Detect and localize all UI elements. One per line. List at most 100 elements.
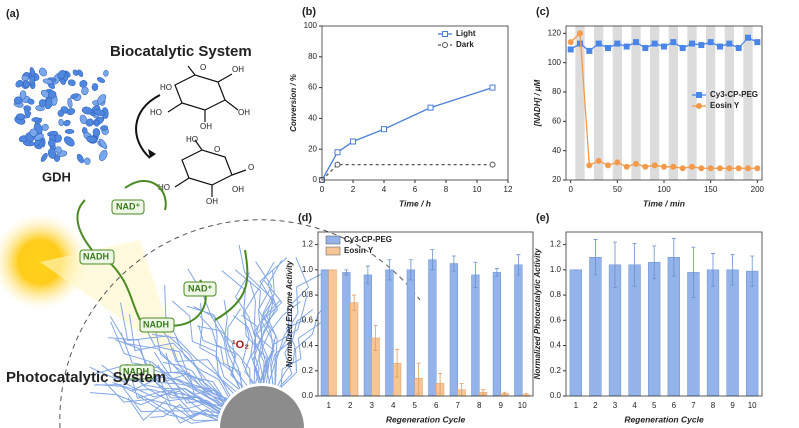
- helix: [15, 79, 24, 88]
- dark-band: [631, 26, 641, 180]
- chip: [119, 364, 155, 380]
- marker: [605, 45, 611, 51]
- y-axis-label: Conversion / %: [289, 74, 298, 132]
- bar: [320, 269, 330, 397]
- helix: [96, 94, 107, 105]
- x-tick-label: 6: [434, 401, 439, 410]
- legend-marker: [442, 42, 448, 48]
- panel-label: (e): [536, 212, 550, 224]
- panel-label: (c): [536, 6, 550, 18]
- helix: [67, 97, 73, 109]
- marker: [679, 45, 686, 51]
- x-tick-label: 1: [327, 401, 332, 410]
- chain: [233, 315, 255, 384]
- x-tick-label: 6: [672, 401, 677, 410]
- y-tick-label: 60: [552, 116, 561, 125]
- marker: [726, 165, 733, 172]
- y-tick-label: 60: [308, 83, 317, 92]
- dark-band: [594, 26, 604, 180]
- chain: [274, 270, 328, 386]
- error-bar: [430, 249, 435, 271]
- x-tick-label: 9: [730, 401, 735, 410]
- chain: [270, 311, 293, 385]
- dark-band: [612, 26, 622, 180]
- marker: [661, 163, 667, 170]
- marker: [717, 165, 723, 172]
- helix: [63, 119, 71, 127]
- helix: [85, 118, 94, 127]
- chain: [258, 257, 288, 384]
- helix: [21, 75, 30, 82]
- x-tick-label: 100: [657, 185, 671, 194]
- dark-band: [706, 26, 716, 180]
- atom: OH: [232, 65, 244, 74]
- y-tick-label: 0.0: [550, 391, 562, 400]
- helix: [72, 69, 79, 76]
- marker: [567, 46, 574, 53]
- helix: [55, 146, 62, 154]
- x-tick-label: 10: [518, 401, 527, 410]
- marker: [489, 84, 496, 91]
- chain: [261, 279, 283, 384]
- marker: [605, 162, 611, 169]
- chain: [265, 270, 278, 384]
- error-bar: [502, 391, 507, 396]
- error-bar: [387, 259, 392, 281]
- error-bar: [730, 254, 735, 286]
- marker: [745, 34, 751, 41]
- atom: OH: [238, 108, 250, 117]
- marker: [707, 39, 714, 46]
- helix: [84, 157, 91, 165]
- atom: HO: [158, 183, 170, 192]
- legend-label: Dark: [456, 40, 474, 49]
- bar: [363, 274, 373, 397]
- cofactor: NADH: [123, 366, 149, 376]
- marker: [350, 138, 356, 145]
- bar: [569, 269, 582, 397]
- atom: HO: [160, 83, 172, 92]
- helix: [19, 90, 27, 100]
- helix: [22, 80, 30, 88]
- marker: [707, 165, 714, 172]
- error-bar: [473, 261, 478, 288]
- diagram: (a) GDH Biocatalytic System HO O OH HO O…: [0, 8, 421, 428]
- helix: [91, 83, 99, 91]
- marker: [670, 39, 677, 46]
- y-axis-label: Normalized Photocatalytic Activity: [533, 248, 542, 379]
- x-tick-label: 12: [504, 185, 513, 194]
- bar: [471, 274, 480, 397]
- panel-label: (d): [298, 212, 312, 224]
- legend-swatch: [325, 235, 341, 245]
- marker: [754, 165, 761, 172]
- marker: [381, 126, 387, 133]
- arrow: [135, 94, 161, 159]
- chain: [199, 303, 240, 390]
- chain: [280, 315, 331, 388]
- y-tick-label: 0: [313, 175, 318, 184]
- bio-title: Biocatalytic System: [110, 43, 252, 60]
- bar: [667, 256, 680, 397]
- error-bar: [438, 372, 443, 394]
- y-tick-label: 0.2: [550, 366, 562, 375]
- panel-label: (a): [6, 8, 20, 20]
- marker: [595, 40, 602, 47]
- legend-label: Cy3-CP-PEG: [710, 90, 758, 99]
- bar: [706, 269, 720, 397]
- marker: [614, 159, 621, 166]
- helix: [76, 153, 84, 164]
- y-tick-label: 0.4: [550, 341, 562, 350]
- helix: [24, 107, 30, 119]
- atom: HO: [150, 108, 162, 117]
- bar: [342, 272, 351, 397]
- plot-frame: [565, 231, 763, 397]
- chain: [164, 285, 234, 394]
- marker: [689, 40, 695, 47]
- legend-label: Eosin Y: [344, 246, 374, 255]
- x-tick-label: 2: [593, 401, 598, 410]
- chain: [148, 361, 222, 411]
- marker: [577, 30, 583, 37]
- chain: [259, 296, 273, 384]
- helix: [86, 135, 97, 143]
- y-tick-label: 0.8: [550, 290, 562, 299]
- helix: [31, 117, 40, 122]
